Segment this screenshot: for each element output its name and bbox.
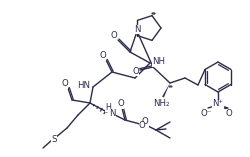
Text: O: O — [142, 117, 149, 127]
Text: O: O — [110, 32, 117, 41]
Text: NH₂: NH₂ — [153, 98, 169, 108]
Text: O: O — [118, 100, 124, 108]
Text: O⁻: O⁻ — [200, 108, 211, 117]
Text: O: O — [100, 51, 106, 60]
Text: O: O — [132, 67, 140, 76]
Text: O: O — [62, 79, 68, 89]
Text: N: N — [109, 108, 116, 117]
Text: O: O — [226, 108, 232, 117]
Text: N⁺: N⁺ — [212, 100, 224, 108]
Text: O: O — [138, 122, 145, 130]
Text: H: H — [105, 103, 111, 111]
Text: NH: NH — [152, 57, 165, 67]
Text: HN: HN — [77, 81, 90, 89]
Text: N: N — [134, 24, 141, 33]
Polygon shape — [162, 83, 170, 97]
Text: S: S — [51, 135, 57, 143]
